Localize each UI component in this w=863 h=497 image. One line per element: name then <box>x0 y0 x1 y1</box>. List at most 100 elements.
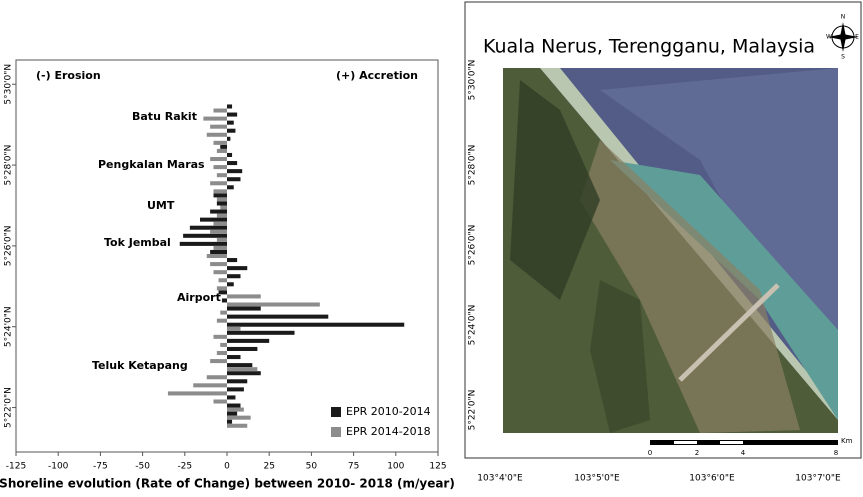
annotation: (+) Accretion <box>336 69 418 82</box>
bar <box>227 104 232 108</box>
map-title: Kuala Nerus, Terengganu, Malaysia <box>483 36 815 58</box>
bar <box>210 359 227 363</box>
bar <box>227 307 261 311</box>
bar <box>217 201 227 205</box>
y-tick-label: 5°28'0"N <box>4 145 14 186</box>
place-label: Batu Rakit <box>132 110 197 123</box>
place-label: Tok Jembal <box>104 236 171 249</box>
bar <box>227 404 241 408</box>
lat-label: 5°22'0"N <box>468 390 478 431</box>
place-label: Pengkalan Maras <box>98 158 205 171</box>
bar <box>227 395 235 399</box>
bar <box>227 416 251 420</box>
bar <box>227 294 261 298</box>
bar <box>227 137 230 141</box>
bar <box>217 173 227 177</box>
x-tick-label: 100 <box>387 462 404 472</box>
bar <box>227 121 234 125</box>
place-label: Teluk Ketapang <box>92 359 188 372</box>
x-tick-label: 25 <box>263 462 274 472</box>
bar <box>227 412 237 416</box>
bar <box>227 367 257 371</box>
bar <box>213 399 227 403</box>
bar <box>222 298 227 302</box>
bar <box>227 424 247 428</box>
bar <box>213 141 227 145</box>
bar <box>227 302 320 306</box>
bar <box>227 266 247 270</box>
axis-label: Shoreline evolution (Rate of Change) bet… <box>0 477 455 491</box>
bar <box>217 197 227 201</box>
bar <box>217 238 227 242</box>
x-tick-label: -75 <box>93 462 108 472</box>
bar <box>217 286 227 290</box>
bar <box>227 185 234 189</box>
lat-label: 5°30'0"N <box>468 60 478 101</box>
bar <box>168 391 227 395</box>
bar <box>227 169 242 173</box>
lon-label: 103°6'0"E <box>689 474 735 484</box>
bar <box>219 278 227 282</box>
lon-label: 103°5'0"E <box>574 474 620 484</box>
bar <box>213 270 227 274</box>
compass-letter: S <box>841 54 845 61</box>
bar <box>213 193 227 197</box>
x-tick-label: -25 <box>177 462 192 472</box>
bar <box>227 161 237 165</box>
bar <box>207 133 227 137</box>
bar <box>227 113 237 117</box>
legend-swatch <box>331 407 341 417</box>
lat-label: 5°28'0"N <box>468 145 478 186</box>
bar <box>227 339 269 343</box>
y-tick-label: 5°30'0"N <box>4 64 14 105</box>
x-tick-label: -100 <box>48 462 69 472</box>
bar <box>207 254 227 258</box>
x-tick-label: 75 <box>348 462 359 472</box>
bar <box>227 258 237 262</box>
bar <box>217 149 227 153</box>
bar <box>220 205 227 209</box>
scale-label: 4 <box>741 449 746 457</box>
bar <box>227 129 235 133</box>
bar <box>227 371 261 375</box>
legend-swatch <box>331 427 341 437</box>
bar <box>217 214 227 218</box>
annotation: (-) Erosion <box>36 69 101 82</box>
bar <box>193 383 227 387</box>
scale-unit: Km <box>841 437 853 445</box>
compass-letter: W <box>826 34 832 41</box>
scale-label: 8 <box>834 449 838 457</box>
map-image <box>503 68 838 433</box>
x-tick-label: -50 <box>135 462 150 472</box>
legend-label: EPR 2010-2014 <box>346 405 431 418</box>
bar <box>227 363 252 367</box>
bar <box>190 226 227 230</box>
bar <box>213 189 227 193</box>
lat-label: 5°26'0"N <box>468 225 478 266</box>
bar <box>227 408 244 412</box>
bar <box>227 153 232 157</box>
bar <box>227 282 234 286</box>
bar <box>227 355 241 359</box>
bar <box>210 210 227 214</box>
bar <box>210 262 227 266</box>
bar <box>227 274 241 278</box>
x-tick-label: -125 <box>6 462 26 472</box>
bar <box>183 234 227 238</box>
scale-label: 0 <box>648 449 652 457</box>
x-tick-label: 0 <box>224 462 230 472</box>
bar <box>227 323 404 327</box>
bar <box>213 108 227 112</box>
bar <box>203 117 227 121</box>
place-label: Airport <box>177 291 221 304</box>
place-label: UMT <box>147 199 175 212</box>
bar <box>213 165 227 169</box>
bar <box>227 331 295 335</box>
bar <box>213 222 227 226</box>
bar <box>220 343 227 347</box>
figure: -125-100-75-50-2502550751001255°22'0"N5°… <box>0 0 863 493</box>
bar <box>220 145 227 149</box>
bar <box>180 242 227 246</box>
bar <box>227 420 232 424</box>
bar <box>210 125 227 129</box>
